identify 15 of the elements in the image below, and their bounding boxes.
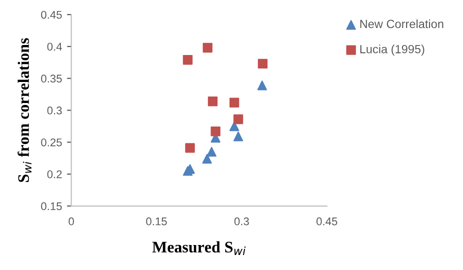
x-tick-label: 0.15 (146, 217, 167, 226)
x-axis-title: Measured S$_{wi}$ (152, 241, 246, 255)
x-tick-label: 0 (68, 217, 74, 226)
y-tick-label: 0.35 (41, 74, 62, 83)
y-tick-label: 0.25 (41, 138, 62, 146)
y-tick-label: 0.2 (47, 170, 62, 178)
x-tick-label: 0.3 (234, 217, 249, 226)
y-tick-label: 0.15 (41, 202, 62, 210)
y-tick-label: 0.4 (47, 42, 62, 51)
y-tick-label: 0.45 (41, 10, 62, 19)
x-tick-label: 0.45 (316, 217, 338, 226)
legend-label: New Correlation (360, 19, 444, 28)
legend-label: Lucia (1995) (360, 44, 424, 56)
y-axis-title: S$_{wi}$ from correlations (18, 38, 32, 182)
y-tick-label: 0.3 (47, 106, 62, 114)
